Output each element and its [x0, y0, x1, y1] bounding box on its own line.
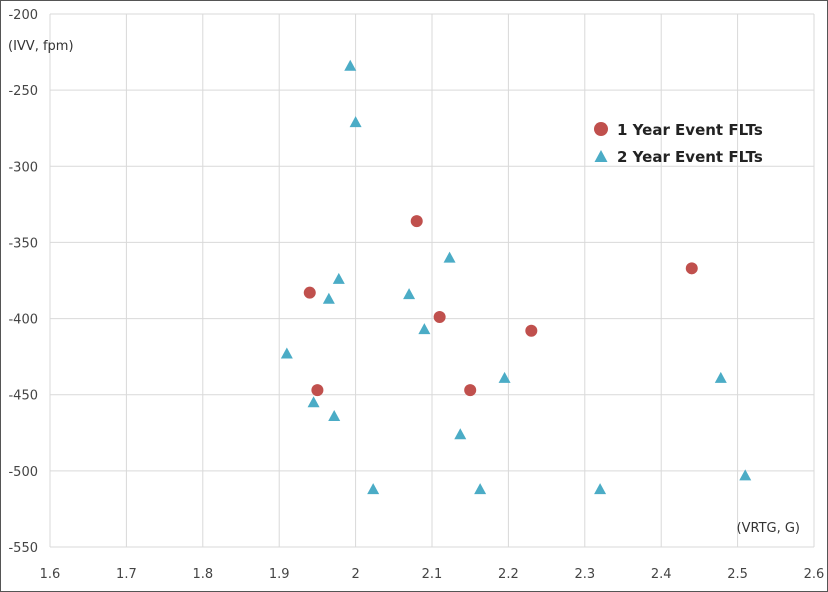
- series-2-point: [349, 116, 362, 128]
- x-tick-label: 2.5: [727, 567, 748, 582]
- y-tick-label: -200: [8, 8, 38, 23]
- legend-item-1: 1 Year Event FLTs: [594, 121, 763, 139]
- x-tick-label: 1.8: [192, 567, 213, 582]
- series-2-point: [418, 323, 431, 335]
- y-tick-label: -450: [8, 389, 38, 404]
- series-1-point: [311, 384, 324, 397]
- y-tick-label: -400: [8, 313, 38, 328]
- series-2-point: [498, 371, 511, 383]
- series-2-point: [367, 483, 380, 495]
- grid: [49, 13, 815, 548]
- y-tick-labels: -200 -250 -300 -350 -400 -450 -500 -550: [8, 8, 38, 556]
- series-2-point: [307, 396, 320, 408]
- legend-label-1: 1 Year Event FLTs: [617, 121, 763, 139]
- series-1-point: [464, 384, 477, 397]
- series-1-point: [303, 286, 316, 299]
- legend: 1 Year Event FLTs 2 Year Event FLTs: [594, 121, 763, 166]
- y-tick-label: -500: [8, 465, 38, 480]
- series-2-point: [344, 59, 357, 71]
- series-2-point: [322, 292, 335, 304]
- series-1-point: [685, 262, 698, 275]
- x-tick-label: 2.1: [422, 567, 443, 582]
- series-2-point: [403, 288, 416, 300]
- series-2-point: [332, 272, 345, 284]
- x-tick-label: 2.4: [651, 567, 672, 582]
- series-1-point: [433, 311, 446, 324]
- series-2-point: [714, 371, 727, 383]
- legend-marker-triangle: [594, 150, 608, 162]
- x-tick-label: 1.6: [40, 567, 61, 582]
- x-axis-title: (VRTG, G): [737, 521, 800, 536]
- y-axis-title: (IVV, fpm): [8, 39, 74, 54]
- series-2-point: [739, 469, 752, 481]
- x-tick-label: 2: [351, 567, 359, 582]
- x-tick-label: 1.7: [116, 567, 137, 582]
- series-2-point: [443, 251, 456, 263]
- legend-item-2: 2 Year Event FLTs: [594, 148, 763, 166]
- series-2-point: [474, 483, 487, 495]
- legend-label-2: 2 Year Event FLTs: [617, 148, 763, 166]
- x-tick-label: 2.2: [498, 567, 519, 582]
- x-tick-label: 2.6: [804, 567, 825, 582]
- data-points: [280, 59, 752, 495]
- x-tick-labels: 1.6 1.7 1.8 1.9 2 2.1 2.2 2.3 2.4 2.5 2.6: [40, 567, 825, 582]
- y-tick-label: -300: [8, 160, 38, 175]
- series-2-point: [454, 428, 467, 440]
- series-2-point: [328, 409, 341, 421]
- x-tick-label: 2.3: [574, 567, 595, 582]
- series-1-point: [410, 215, 423, 228]
- series-2-point: [280, 347, 293, 359]
- y-tick-label: -350: [8, 236, 38, 251]
- y-tick-label: -250: [8, 84, 38, 99]
- legend-marker-circle: [594, 122, 608, 136]
- y-tick-label: -550: [8, 541, 38, 556]
- series-2-point: [594, 483, 607, 495]
- series-1-point: [525, 324, 538, 337]
- x-tick-label: 1.9: [269, 567, 290, 582]
